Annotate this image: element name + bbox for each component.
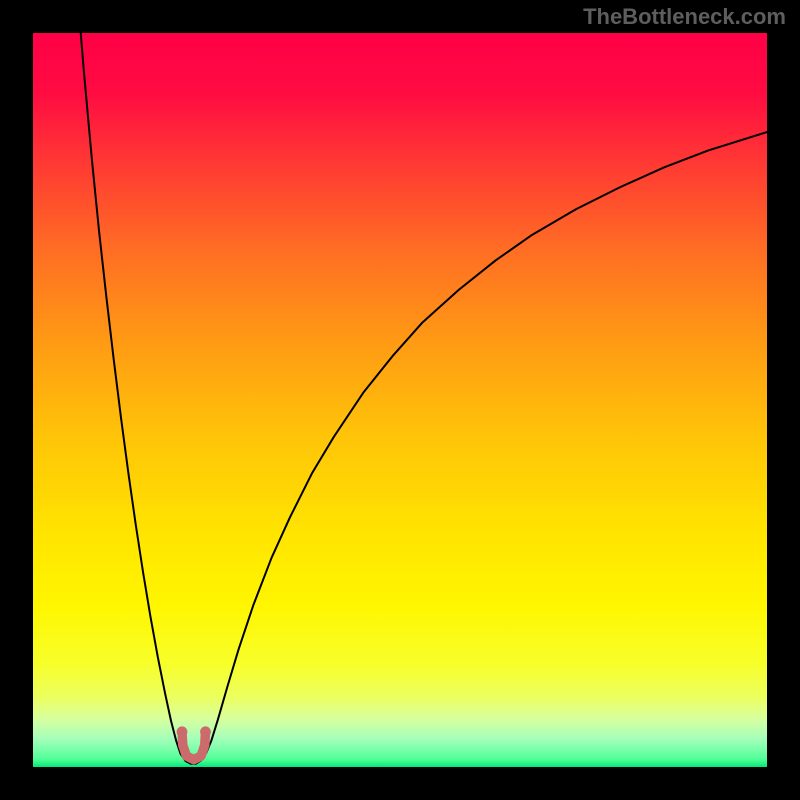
bottleneck-curve [81, 33, 767, 764]
watermark-text: TheBottleneck.com [583, 4, 786, 30]
plot-area [33, 33, 767, 767]
minima-u-link [182, 732, 205, 760]
chart-frame: TheBottleneck.com [0, 0, 800, 800]
curve-layer [33, 33, 767, 767]
minima-dot-left [177, 726, 188, 737]
minima-dot-right [200, 726, 211, 737]
